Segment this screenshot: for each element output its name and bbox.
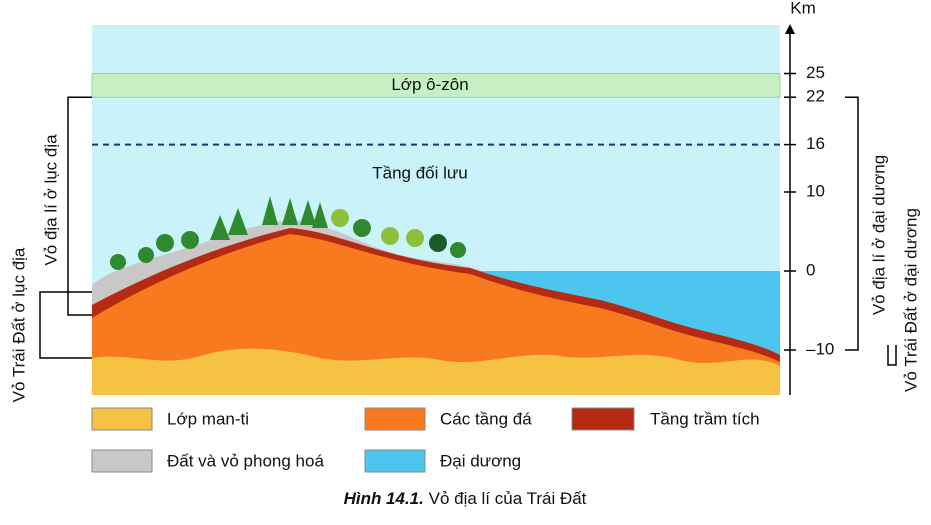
mantle — [92, 348, 780, 395]
legend-label: Tầng trầm tích — [650, 409, 760, 428]
ozone-label: Lớp ô-zôn — [391, 75, 468, 94]
bracket-label: Vỏ Trái Đất ở đại dương — [901, 208, 920, 392]
legend-swatch — [364, 407, 426, 431]
tick-label: 10 — [806, 181, 825, 200]
tick-label: 25 — [806, 63, 825, 82]
legend-label: Lớp man-ti — [167, 409, 249, 428]
legend-swatch — [571, 407, 635, 431]
axis-unit: Km — [790, 0, 816, 17]
tick-label: –10 — [806, 339, 834, 358]
caption-number: Hình 14.1. — [344, 489, 424, 508]
caption-text: Vỏ địa lí của Trái Đất — [429, 489, 587, 508]
ozone-layer — [91, 73, 781, 98]
legend-label: Đất và vỏ phong hoá — [167, 451, 324, 470]
tick-label: 0 — [806, 260, 815, 279]
caption: Hình 14.1. Vỏ địa lí của Trái Đất — [344, 489, 587, 508]
bracket-label: Vỏ địa lí ở lục địa — [41, 134, 60, 266]
legend-swatch — [91, 449, 153, 473]
bracket-label: Vỏ Trái Đất ở lục địa — [9, 247, 28, 402]
legend-label: Đại dương — [440, 451, 521, 470]
tick-label: 16 — [806, 134, 825, 153]
legend-label: Các tầng đá — [440, 409, 532, 428]
trees — [110, 196, 466, 270]
tick-label: 22 — [806, 87, 825, 106]
brackets — [39, 96, 897, 366]
axis-arrow — [785, 24, 795, 34]
bracket-label: Vỏ địa lí ở đại dương — [869, 155, 888, 315]
troposphere-label: Tầng đối lưu — [372, 163, 468, 182]
legend-swatch — [364, 449, 426, 473]
legend-swatch — [91, 407, 153, 431]
